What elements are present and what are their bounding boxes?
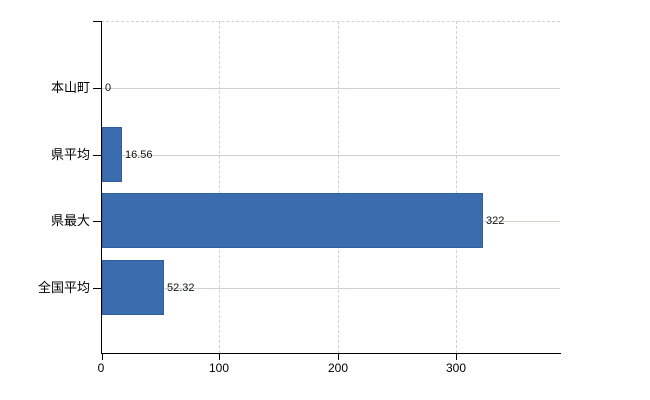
value-label: 0 — [105, 82, 112, 94]
bar — [102, 193, 483, 248]
category-label: 県平均 — [50, 147, 90, 162]
x-tick-label: 200 — [327, 361, 349, 375]
bar — [102, 260, 164, 315]
category-label: 本山町 — [50, 80, 90, 95]
value-label: 322 — [486, 215, 505, 227]
y-axis-tick — [93, 88, 101, 89]
x-tick-label: 100 — [208, 361, 230, 375]
gridline-top — [101, 21, 560, 22]
value-label: 52.32 — [167, 282, 195, 294]
category-label: 全国平均 — [37, 280, 90, 295]
value-label: 16.56 — [125, 149, 153, 161]
x-axis-line — [101, 353, 561, 354]
gridline-vertical — [338, 21, 339, 353]
y-axis-tick — [93, 221, 101, 222]
y-axis-top-tick — [93, 21, 101, 22]
y-axis-tick — [93, 155, 101, 156]
x-tick-label: 300 — [445, 361, 467, 375]
gridline-horizontal — [101, 288, 560, 289]
gridline-vertical — [456, 21, 457, 353]
gridline-vertical — [219, 21, 220, 353]
x-axis-tick — [102, 354, 103, 360]
y-axis-line — [101, 21, 102, 354]
y-axis-tick — [93, 288, 101, 289]
x-axis-tick — [219, 354, 220, 360]
gridline-horizontal — [101, 155, 560, 156]
category-label: 県最大 — [50, 213, 90, 228]
gridline-horizontal — [101, 88, 560, 89]
x-axis-tick — [456, 354, 457, 360]
bar — [102, 127, 122, 182]
x-axis-tick — [338, 354, 339, 360]
x-tick-label: 0 — [97, 361, 105, 375]
